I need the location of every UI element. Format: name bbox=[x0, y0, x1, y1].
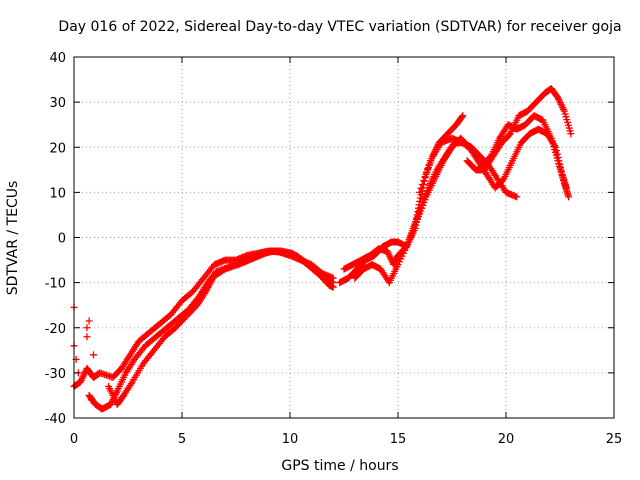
y-tick-label: -10 bbox=[45, 277, 66, 292]
data-point bbox=[421, 173, 429, 181]
outlier-point bbox=[89, 351, 97, 359]
data-layer bbox=[70, 85, 575, 413]
data-point bbox=[329, 279, 337, 287]
data-point bbox=[424, 165, 432, 173]
tick-labels: 0 5 10 15 20 25 -40 -30 -20 -10 0 10 20 30 40 bbox=[45, 51, 623, 447]
y-tick-label: 30 bbox=[49, 96, 66, 111]
series-track-7 bbox=[416, 112, 573, 201]
series-track-6 bbox=[351, 125, 570, 287]
y-tick-label: 20 bbox=[49, 141, 66, 156]
x-tick-label: 15 bbox=[390, 432, 407, 447]
data-point bbox=[459, 112, 467, 120]
data-point bbox=[458, 113, 466, 121]
tick-marks bbox=[73, 56, 615, 419]
data-point bbox=[425, 161, 433, 169]
x-tick-label: 5 bbox=[178, 432, 186, 447]
x-tick-label: 10 bbox=[282, 432, 299, 447]
y-tick-label: 0 bbox=[58, 232, 66, 247]
y-axis-label: SDTVAR / TECUs bbox=[5, 181, 21, 296]
series-track-2 bbox=[85, 247, 337, 413]
data-point bbox=[513, 193, 521, 201]
outlier-point bbox=[83, 333, 91, 341]
outlier-point bbox=[85, 317, 93, 325]
y-tick-label: 10 bbox=[49, 186, 66, 201]
data-point bbox=[417, 184, 425, 192]
y-tick-label: -40 bbox=[45, 412, 66, 427]
data-point bbox=[418, 180, 426, 188]
data-point bbox=[416, 188, 424, 196]
x-tick-label: 25 bbox=[606, 432, 623, 447]
series-track-3 bbox=[105, 247, 337, 408]
data-point bbox=[420, 177, 428, 185]
x-tick-label: 0 bbox=[70, 432, 78, 447]
series-track-8 bbox=[463, 85, 575, 174]
grid bbox=[74, 57, 614, 418]
series-track-1 bbox=[70, 247, 337, 390]
x-tick-label: 20 bbox=[498, 432, 515, 447]
chart-title: Day 016 of 2022, Sidereal Day-to-day VTE… bbox=[58, 19, 621, 35]
y-tick-label: -30 bbox=[45, 367, 66, 382]
y-tick-label: 40 bbox=[49, 51, 66, 66]
data-point bbox=[565, 193, 573, 201]
x-axis-label: GPS time / hours bbox=[281, 458, 398, 474]
y-tick-label: -20 bbox=[45, 322, 66, 337]
outlier-point bbox=[87, 396, 95, 404]
data-point bbox=[416, 194, 424, 202]
outlier-point bbox=[83, 324, 91, 332]
data-point bbox=[422, 169, 430, 177]
data-point bbox=[567, 130, 575, 138]
